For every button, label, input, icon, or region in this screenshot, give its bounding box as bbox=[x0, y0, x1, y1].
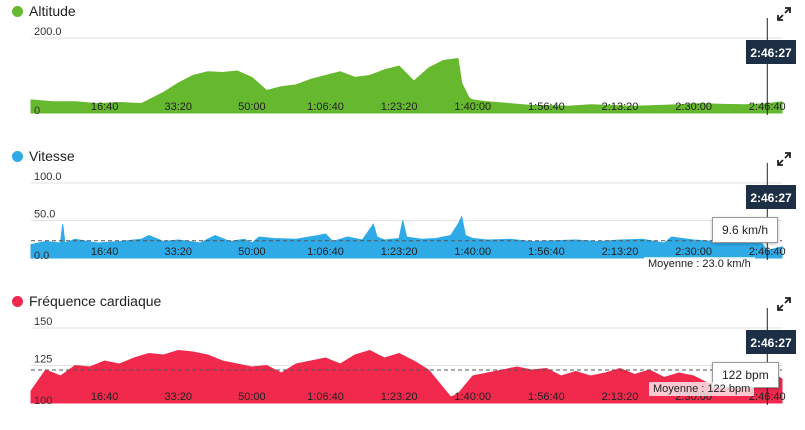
heart-rate-cursor-time-label: 2:46:27 bbox=[750, 336, 792, 350]
heart-rate-x-tick-label: 1:23:20 bbox=[381, 391, 418, 403]
heart-rate-average-label: Moyenne : 122 bpm bbox=[649, 382, 755, 396]
speed-legend-dot bbox=[12, 150, 23, 162]
expand-icon[interactable] bbox=[777, 297, 791, 311]
altitude-x-tick-label: 1:56:40 bbox=[528, 101, 565, 113]
speed-x-tick-label: 33:20 bbox=[164, 246, 192, 258]
altitude-y-tick-label: 200.0 bbox=[34, 26, 62, 38]
speed-x-tick-label: 1:06:40 bbox=[307, 246, 344, 258]
heart-rate-x-tick-label: 33:20 bbox=[164, 391, 192, 403]
altitude-x-tick-label: 2:30:00 bbox=[675, 101, 712, 113]
heart-rate-y-tick-label: 125 bbox=[34, 354, 52, 366]
speed-x-tick-label: 1:56:40 bbox=[528, 246, 565, 258]
expand-icon[interactable] bbox=[777, 7, 791, 21]
altitude-x-tick-label: 2:13:20 bbox=[602, 101, 639, 113]
altitude-cursor-time-badge bbox=[746, 40, 796, 64]
speed-average-label: Moyenne : 23.0 km/h bbox=[644, 257, 755, 271]
speed-x-tick-label: 2:30:00 bbox=[675, 246, 712, 258]
heart-rate-y-tick-label: 150 bbox=[34, 316, 52, 328]
altitude-cursor-time-label: 2:46:27 bbox=[750, 46, 792, 60]
altitude-panel: Altitude 200.0 0 16:40 33:20 50:00 1:06:40 1:2… bbox=[0, 0, 805, 140]
speed-x-tick-label: 2:13:20 bbox=[602, 246, 639, 258]
speed-panel: Vitesse 100.0 50.0 0.0 16:40 33:20 50:00 1:06:… bbox=[0, 145, 805, 285]
heart-rate-legend-dot bbox=[12, 295, 23, 307]
altitude-area-series bbox=[30, 58, 783, 114]
altitude-y-tick-label: 0 bbox=[34, 105, 40, 117]
heart-rate-title-text: Fréquence cardiaque bbox=[29, 293, 162, 309]
heart-rate-cursor-time-badge bbox=[746, 330, 796, 354]
speed-cursor-time-badge bbox=[746, 185, 796, 209]
expand-icon[interactable] bbox=[777, 152, 791, 166]
speed-chart[interactable]: 100.0 50.0 0.0 16:40 33:20 50:00 1:06:40 1:23:2… bbox=[0, 145, 805, 285]
speed-title-text: Vitesse bbox=[29, 148, 75, 164]
heart-rate-chart[interactable]: 150 125 100 16:40 33:20 50:00 1:06:40 1:23:20 1:… bbox=[0, 290, 805, 430]
speed-x-tick-label: 50:00 bbox=[238, 246, 266, 258]
heart-rate-x-tick-label: 1:06:40 bbox=[307, 391, 344, 403]
speed-y-tick-label: 100.0 bbox=[34, 171, 62, 183]
heart-rate-x-tick-label: 16:40 bbox=[91, 391, 119, 403]
speed-x-tick-label: 16:40 bbox=[91, 246, 119, 258]
heart-rate-panel: Fréquence cardiaque 150 125 100 16:40 33:20 5… bbox=[0, 290, 805, 430]
altitude-title-text: Altitude bbox=[29, 3, 76, 19]
heart-rate-y-tick-label: 100 bbox=[34, 395, 52, 407]
speed-y-tick-label: 0.0 bbox=[34, 250, 49, 262]
speed-x-tick-label: 1:23:20 bbox=[381, 246, 418, 258]
altitude-chart-title: Altitude bbox=[12, 3, 76, 19]
heart-rate-chart-title: Fréquence cardiaque bbox=[12, 293, 161, 309]
speed-chart-title: Vitesse bbox=[12, 148, 75, 164]
heart-rate-x-tick-label: 2:13:20 bbox=[602, 391, 639, 403]
altitude-x-tick-label: 50:00 bbox=[238, 101, 266, 113]
heart-rate-x-tick-label: 50:00 bbox=[238, 391, 266, 403]
altitude-legend-dot bbox=[12, 5, 23, 17]
altitude-x-tick-label: 33:20 bbox=[164, 101, 192, 113]
heart-rate-x-tick-label: 1:56:40 bbox=[528, 391, 565, 403]
heart-rate-area-series bbox=[30, 349, 783, 404]
altitude-x-tick-label: 1:23:20 bbox=[381, 101, 418, 113]
altitude-x-tick-label: 1:40:00 bbox=[454, 101, 491, 113]
altitude-x-tick-label: 16:40 bbox=[91, 101, 119, 113]
speed-tooltip: 9.6 km/h bbox=[712, 217, 779, 243]
speed-area-series bbox=[30, 215, 783, 259]
altitude-chart[interactable]: 200.0 0 16:40 33:20 50:00 1:06:40 1:23:20 1:40:… bbox=[0, 0, 805, 140]
speed-x-tick-label: 1:40:00 bbox=[454, 246, 491, 258]
heart-rate-x-tick-label: 1:40:00 bbox=[454, 391, 491, 403]
speed-cursor-time-label: 2:46:27 bbox=[750, 191, 792, 205]
altitude-x-tick-label: 1:06:40 bbox=[307, 101, 344, 113]
speed-y-tick-label: 50.0 bbox=[34, 209, 55, 221]
